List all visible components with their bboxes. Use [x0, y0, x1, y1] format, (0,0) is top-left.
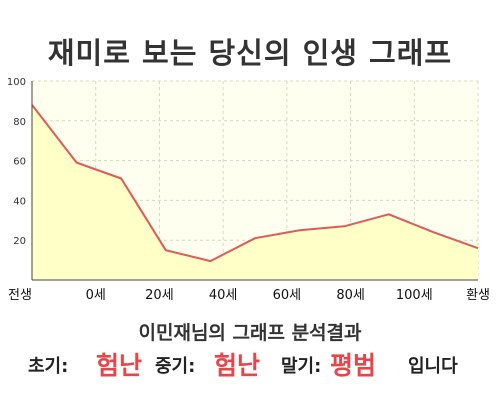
x-tick-label: 80세 [336, 288, 365, 300]
y-tick-label: 100 [7, 77, 26, 88]
x-tick-label: 20세 [145, 288, 174, 300]
y-tick-label: 60 [13, 157, 26, 168]
x-tick-label: 100세 [396, 288, 433, 300]
early-value: 험난 [96, 351, 143, 380]
y-tick-label: 20 [13, 236, 26, 247]
mid-label: 중기: [155, 356, 196, 377]
result-suffix: 입니다 [408, 356, 458, 377]
series-line [31, 104, 479, 263]
x-tick-label: 전생 [8, 288, 32, 300]
x-tick-label: 40세 [209, 288, 238, 300]
late-label: 말기: [281, 356, 322, 377]
mid-value: 험난 [214, 351, 261, 380]
x-tick-label: 0세 [86, 288, 106, 300]
life-graph-chart: 20 40 60 80 100 전생 0세 20세 40세 60세 80세 100세 환생 [7, 77, 490, 300]
result-title: 이민재님의 그래프 분석결과 [138, 322, 362, 344]
y-tick-label: 80 [13, 117, 26, 128]
late-value: 평범 [330, 351, 377, 380]
area-fill [32, 104, 478, 281]
early-label: 초기: [28, 356, 69, 377]
x-tick-label: 60세 [273, 288, 302, 300]
result-summary: 초기: 험난 중기: 험난 말기: 평범 입니다 [0, 344, 500, 384]
y-axis-ticks: 20 40 60 80 100 [7, 77, 26, 247]
y-tick-label: 40 [13, 196, 26, 207]
x-tick-label: 환생 [466, 288, 490, 300]
page-title: 재미로 보는 당신의 인생 그래프 [47, 36, 453, 70]
x-axis-ticks: 전생 0세 20세 40세 60세 80세 100세 환생 [8, 288, 490, 300]
